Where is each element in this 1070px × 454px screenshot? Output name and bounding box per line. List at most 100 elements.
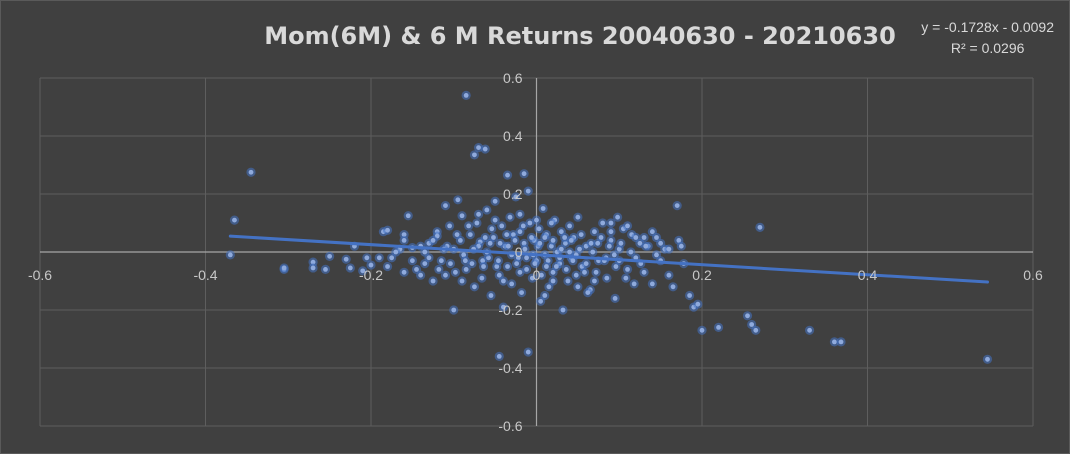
data-point	[385, 264, 390, 269]
data-point	[418, 272, 424, 278]
data-point	[476, 211, 481, 217]
data-point	[496, 354, 502, 359]
data-point	[463, 267, 469, 272]
x-tick-label: 0.2	[692, 267, 712, 283]
data-point	[654, 235, 659, 240]
data-point	[459, 278, 465, 284]
data-point	[985, 356, 990, 362]
data-point	[545, 258, 551, 264]
data-point	[517, 211, 523, 217]
data-point	[443, 203, 448, 209]
data-point	[527, 220, 533, 226]
data-point	[563, 267, 569, 272]
trendline-r-squared: R² = 0.0296	[950, 40, 1025, 56]
data-point	[510, 232, 516, 238]
data-point	[542, 293, 548, 298]
data-point	[472, 152, 477, 158]
data-point	[519, 290, 525, 295]
data-point	[488, 293, 494, 298]
y-tick-label: -0.6	[498, 418, 522, 434]
data-point	[405, 213, 411, 219]
data-point	[505, 243, 511, 249]
data-point	[438, 258, 444, 264]
chart-title: Mom(6M) & 6 M Returns 20040630 - 2021063…	[264, 22, 896, 50]
data-point	[520, 223, 526, 229]
x-tick-label: -0.4	[193, 267, 217, 283]
data-point	[486, 255, 491, 261]
data-point	[401, 232, 407, 238]
data-point	[422, 249, 428, 255]
data-point	[457, 238, 463, 243]
data-point	[618, 240, 624, 246]
data-point	[505, 172, 510, 178]
data-point	[537, 240, 543, 246]
data-point	[323, 267, 328, 272]
data-point	[501, 278, 506, 284]
y-tick-label: 0.4	[503, 128, 523, 144]
data-point	[567, 249, 572, 255]
y-tick-label: 0	[515, 244, 523, 260]
data-point	[565, 278, 571, 284]
data-point	[608, 229, 614, 235]
data-point	[592, 229, 597, 235]
data-point	[509, 281, 515, 287]
data-point	[608, 220, 614, 226]
data-point	[625, 267, 630, 272]
data-point	[521, 171, 527, 177]
data-point	[600, 220, 606, 226]
data-point	[491, 235, 496, 240]
data-point	[310, 265, 316, 271]
data-point	[525, 349, 531, 355]
data-point	[807, 327, 812, 333]
data-point	[582, 269, 587, 275]
data-point	[422, 261, 428, 266]
data-point	[612, 296, 618, 301]
data-point	[695, 301, 701, 307]
data-point	[524, 267, 529, 272]
data-point	[525, 188, 531, 194]
data-point	[649, 281, 655, 287]
data-point	[558, 246, 564, 252]
data-point	[550, 269, 556, 275]
data-point	[542, 235, 548, 240]
data-point	[489, 226, 495, 232]
data-point	[310, 259, 316, 265]
data-point	[360, 268, 366, 274]
data-point	[832, 339, 837, 345]
data-point	[281, 265, 287, 271]
data-point	[248, 169, 254, 175]
x-tick-label: 0.6	[1023, 267, 1043, 283]
data-point	[699, 327, 705, 333]
data-point	[546, 284, 552, 290]
data-point	[479, 275, 485, 281]
y-tick-label: -0.4	[498, 360, 522, 376]
data-point	[469, 261, 475, 266]
data-point	[401, 269, 407, 275]
data-point	[562, 235, 568, 240]
data-point	[426, 255, 432, 261]
data-point	[616, 246, 622, 252]
data-point	[504, 232, 510, 238]
y-tick-label: 0.2	[503, 186, 523, 202]
data-point	[643, 243, 649, 249]
data-point	[550, 278, 556, 284]
trendline	[228, 234, 989, 284]
data-point	[583, 261, 589, 266]
data-point	[459, 213, 465, 219]
data-point	[517, 269, 523, 275]
data-point	[745, 313, 750, 319]
data-point	[633, 255, 639, 261]
data-point	[521, 240, 527, 246]
data-point	[507, 214, 513, 220]
data-point	[505, 264, 510, 269]
data-point	[480, 258, 486, 264]
data-point	[409, 258, 415, 264]
data-point	[606, 243, 612, 249]
trendline-equation: y = -0.1728x - 0.0092	[921, 19, 1054, 35]
data-point	[585, 290, 591, 295]
data-point	[749, 322, 755, 327]
data-point	[393, 249, 399, 255]
data-point	[515, 255, 521, 261]
data-point	[343, 256, 349, 262]
data-point	[592, 278, 597, 284]
